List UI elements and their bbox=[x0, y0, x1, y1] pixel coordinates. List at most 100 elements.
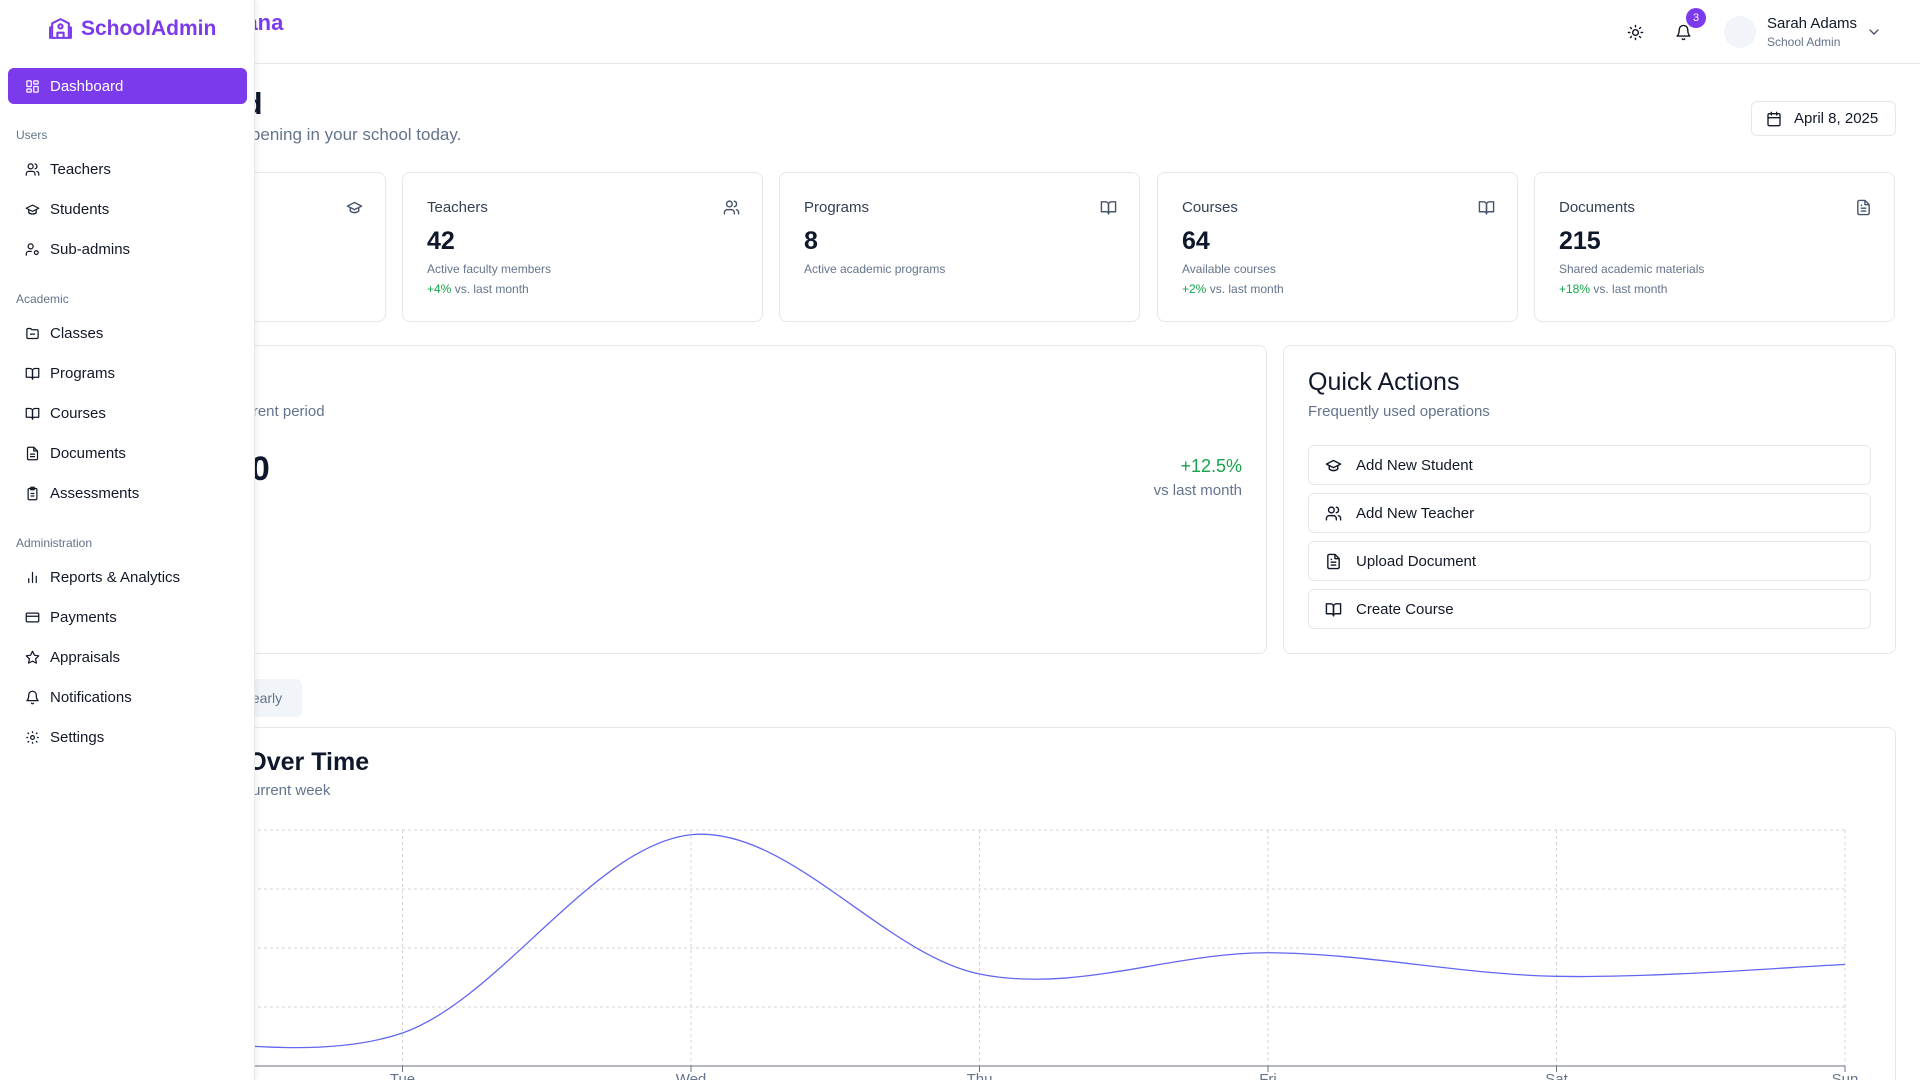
bell-icon bbox=[1675, 24, 1691, 40]
sidebar-item-label: Classes bbox=[50, 324, 104, 342]
stat-card-teachers: Teachers 42 Active faculty members +4% v… bbox=[402, 172, 763, 322]
clipboard-icon bbox=[27, 486, 38, 500]
chart-series-line bbox=[113, 833, 1846, 1049]
users-icon bbox=[1325, 505, 1342, 521]
sidebar-item-documents[interactable]: Documents bbox=[8, 435, 247, 471]
sidebar-item-label: Programs bbox=[50, 364, 116, 382]
sidebar-item-label: Courses bbox=[50, 404, 106, 422]
sidebar-item-courses[interactable]: Courses bbox=[8, 395, 247, 431]
sidebar-section-users: Users bbox=[16, 128, 48, 142]
sidebar-item-label: Reports & Analytics bbox=[50, 568, 181, 586]
sidebar-item-teachers[interactable]: Teachers bbox=[8, 151, 247, 187]
bar-chart-icon bbox=[28, 571, 37, 583]
sidebar-item-label: Documents bbox=[50, 444, 126, 462]
stat-card-documents: Documents 215 Shared academic materials … bbox=[1534, 172, 1895, 322]
bell-icon bbox=[26, 690, 39, 704]
stat-change: +2% vs. last month bbox=[1182, 282, 1284, 296]
sidebar-item-label: Assessments bbox=[50, 484, 140, 502]
stat-label: Programs bbox=[804, 199, 870, 216]
sidebar-item-reports[interactable]: Reports & Analytics bbox=[8, 559, 247, 595]
book-open-icon bbox=[25, 407, 40, 420]
stat-description: Shared academic materials bbox=[1559, 262, 1705, 276]
sidebar-item-payments[interactable]: Payments bbox=[8, 599, 247, 635]
stat-value: 8 bbox=[804, 227, 818, 255]
stat-change-value: +4% bbox=[427, 282, 452, 296]
sidebar-item-label: Payments bbox=[50, 608, 117, 626]
chart-x-tick-label: Thu bbox=[967, 1071, 993, 1080]
sidebar-item-dashboard[interactable]: Dashboard bbox=[8, 68, 247, 104]
stat-card-courses: Courses 64 Available courses +2% vs. las… bbox=[1157, 172, 1518, 322]
button-label: Add New Student bbox=[1356, 456, 1473, 474]
add-student-button[interactable]: Add New Student bbox=[1308, 445, 1871, 485]
sidebar-item-label: Appraisals bbox=[50, 648, 121, 666]
stat-value: 42 bbox=[427, 227, 455, 255]
user-menu[interactable]: Sarah Adams School Admin bbox=[1767, 15, 1857, 49]
avatar[interactable] bbox=[1724, 16, 1756, 48]
book-open-icon bbox=[1478, 201, 1495, 215]
enrollment-change-label: vs last month bbox=[1153, 482, 1242, 499]
stat-card-programs: Programs 8 Active academic programs bbox=[779, 172, 1140, 322]
chart-x-tick-label: Fri bbox=[1259, 1071, 1277, 1080]
sidebar-item-label: Settings bbox=[50, 728, 105, 746]
notifications-button[interactable] bbox=[1667, 16, 1699, 48]
stat-change-suffix: vs. last month bbox=[1209, 282, 1284, 296]
theme-toggle-button[interactable] bbox=[1619, 16, 1651, 48]
enrollment-subtitle: current period bbox=[232, 403, 325, 420]
sidebar-item-sub-admins[interactable]: Sub-admins bbox=[8, 231, 247, 267]
sidebar-item-classes[interactable]: Classes bbox=[8, 315, 247, 351]
sidebar: SchoolAdmin Dashboard Users Teachers Stu… bbox=[0, 0, 255, 1080]
sidebar-item-label: Sub-admins bbox=[50, 240, 131, 258]
button-label: Upload Document bbox=[1356, 552, 1477, 570]
book-open-icon bbox=[25, 367, 40, 380]
enrollment-change: +12.5% bbox=[1180, 456, 1242, 476]
stat-value: 215 bbox=[1559, 227, 1601, 255]
button-label: Create Course bbox=[1356, 600, 1454, 618]
sidebar-item-notifications[interactable]: Notifications bbox=[8, 679, 247, 715]
credit-card-icon bbox=[25, 612, 40, 622]
star-icon bbox=[25, 650, 40, 664]
date-label: April 8, 2025 bbox=[1794, 110, 1879, 127]
chart-x-tick-label: Tue bbox=[390, 1071, 415, 1080]
chart-x-tick-label: Sun bbox=[1832, 1071, 1859, 1080]
sidebar-item-label: Teachers bbox=[50, 160, 111, 178]
stat-value: 64 bbox=[1182, 227, 1210, 255]
sidebar-item-settings[interactable]: Settings bbox=[8, 719, 247, 755]
gear-icon bbox=[26, 730, 39, 744]
create-course-button[interactable]: Create Course bbox=[1308, 589, 1871, 629]
brand-logo[interactable]: SchoolAdmin bbox=[48, 16, 216, 41]
book-open-icon bbox=[1325, 602, 1342, 617]
stat-description: Active academic programs bbox=[804, 262, 946, 276]
add-teacher-button[interactable]: Add New Teacher bbox=[1308, 493, 1871, 533]
button-label: Add New Teacher bbox=[1356, 504, 1475, 522]
stat-label: Teachers bbox=[427, 199, 488, 216]
sidebar-item-assessments[interactable]: Assessments bbox=[8, 475, 247, 511]
page-subtitle: appening in your school today. bbox=[232, 125, 462, 144]
graduation-cap-icon bbox=[1325, 459, 1342, 471]
stat-change-value: +2% bbox=[1182, 282, 1207, 296]
user-name: Sarah Adams bbox=[1767, 15, 1858, 32]
stat-change-suffix: vs. last month bbox=[1593, 282, 1668, 296]
graduation-cap-icon bbox=[346, 201, 363, 214]
stat-change-suffix: vs. last month bbox=[454, 282, 529, 296]
folder-icon bbox=[26, 327, 39, 339]
user-role: School Admin bbox=[1767, 35, 1841, 49]
upload-document-button[interactable]: Upload Document bbox=[1308, 541, 1871, 581]
stat-description: Active faculty members bbox=[427, 262, 552, 276]
chevron-down-icon[interactable] bbox=[1866, 24, 1882, 40]
chart-x-tick-label: Wed bbox=[676, 1071, 707, 1080]
date-picker-button[interactable]: April 8, 2025 bbox=[1751, 101, 1896, 136]
chart-x-tick-label: Sat bbox=[1545, 1071, 1568, 1080]
sidebar-item-appraisals[interactable]: Appraisals bbox=[8, 639, 247, 675]
stat-change-value: +18% bbox=[1559, 282, 1591, 296]
quick-actions-title: Quick Actions bbox=[1308, 368, 1460, 396]
sidebar-item-students[interactable]: Students bbox=[8, 191, 247, 227]
sidebar-item-programs[interactable]: Programs bbox=[8, 355, 247, 391]
sidebar-item-label: Dashboard bbox=[50, 77, 124, 95]
file-text-icon bbox=[26, 446, 39, 460]
brand-name: SchoolAdmin bbox=[81, 16, 217, 40]
sun-icon bbox=[1627, 24, 1643, 40]
sidebar-section-academic: Academic bbox=[16, 292, 69, 306]
chart-card bbox=[25, 727, 1896, 1080]
notification-count-badge: 3 bbox=[1686, 8, 1706, 28]
